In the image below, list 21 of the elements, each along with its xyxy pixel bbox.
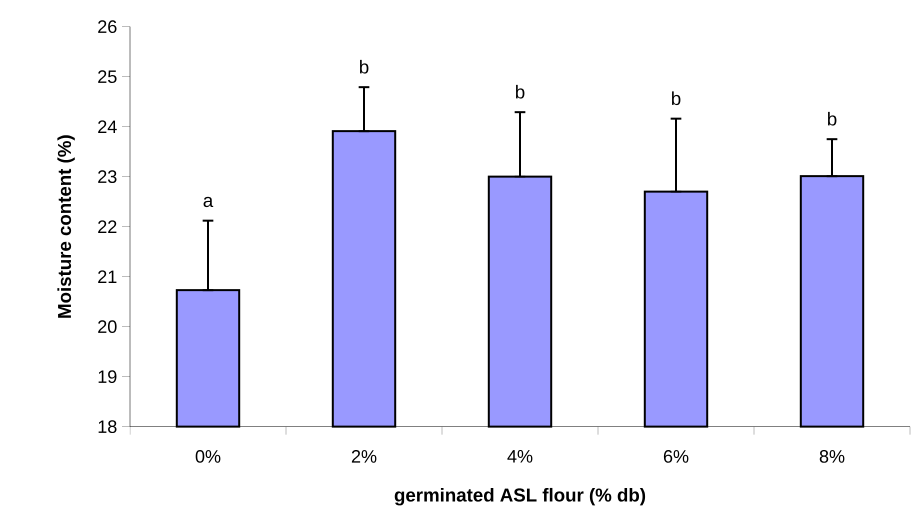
annotation: b (360, 60, 368, 74)
annotation: b (672, 91, 680, 106)
y-axis-title: Moisture content (%) (57, 135, 75, 318)
x-tick-label: 8% (820, 450, 844, 463)
x-tick-label: 0% (196, 450, 220, 463)
x-axis-title: germinated ASL flour (% db) (394, 488, 646, 506)
annotation: b (828, 112, 836, 126)
y-tick-label: 18 (98, 420, 116, 434)
y-tick-label: 25 (98, 70, 117, 84)
y-tick-label: 20 (98, 320, 117, 334)
y-tick-label: 19 (98, 370, 116, 384)
y-tick-label: 24 (98, 120, 117, 133)
y-tick-label: 21 (98, 270, 116, 283)
y-tick-label: 22 (98, 220, 116, 233)
x-tick-label: 2% (352, 450, 376, 463)
annotation: b (516, 84, 524, 99)
y-tick-label: 26 (98, 20, 116, 34)
x-tick-label: 4% (507, 450, 532, 463)
y-tick-label: 23 (98, 170, 116, 184)
annotation: a (204, 196, 214, 208)
x-tick-label: 6% (664, 450, 688, 463)
